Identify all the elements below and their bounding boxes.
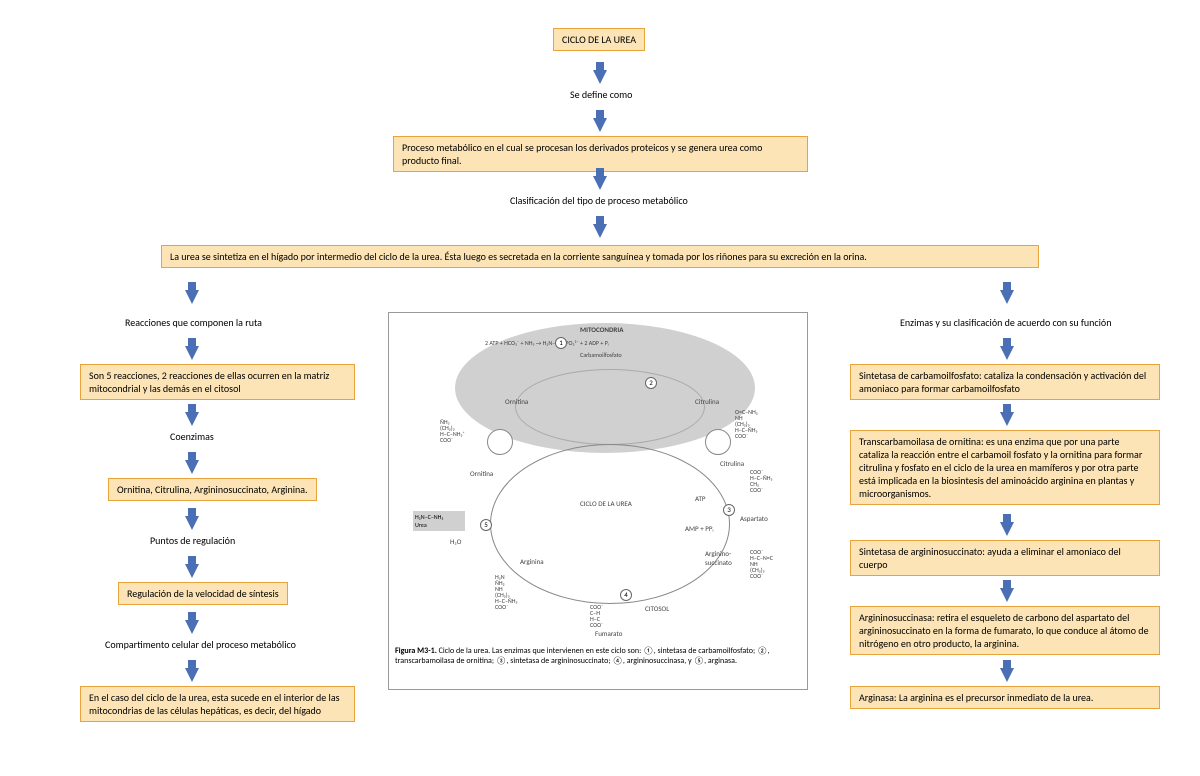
arrow-icon bbox=[1000, 588, 1014, 602]
fumarato-label: Fumarato bbox=[595, 629, 622, 638]
right-box-enz3: Sintetasa de argininosuccinato: ayuda a … bbox=[850, 540, 1160, 576]
aspartato-label: Aspartato bbox=[740, 514, 768, 523]
right-box-enz5: Arginasa: La arginina es el precursor in… bbox=[850, 686, 1160, 709]
enzyme-num-4: 4 bbox=[620, 589, 632, 601]
argsuc-label: Arginino-succinato bbox=[705, 549, 755, 567]
atp-label: ATP bbox=[695, 494, 706, 503]
title-box: CICLO DE LA UREA bbox=[553, 28, 645, 51]
mol-sketch: O=C−NH₂NH(CH₂)₃H−C−ÑH₃COO⁻ bbox=[735, 409, 758, 439]
mol-sketch: H₂NÑH₂NH(CH₂)₃H−C−ÑH₃COO⁻ bbox=[495, 574, 518, 610]
arrow-icon bbox=[1000, 522, 1014, 536]
left-heading-compartment: Compartimento celular del proceso metabó… bbox=[105, 638, 296, 651]
citosol-label: CITOSOL bbox=[645, 604, 669, 613]
arrow-icon bbox=[185, 346, 199, 360]
classification-box: La urea se sintetiza en el hígado por in… bbox=[161, 245, 1039, 268]
arrow-icon bbox=[593, 224, 607, 238]
arrow-icon bbox=[1000, 346, 1014, 360]
right-box-enz2: Transcarbamoilasa de ornitina: es una en… bbox=[850, 430, 1160, 505]
arrow-icon bbox=[1000, 412, 1014, 426]
h2o-label: H₂O bbox=[450, 537, 461, 546]
citrulina-label-top: Citrulina bbox=[695, 397, 719, 406]
right-box-enz4: Argininosuccinasa: retira el esqueleto d… bbox=[850, 606, 1160, 655]
arrow-icon bbox=[593, 176, 607, 190]
enzyme-num-1: 1 bbox=[555, 337, 567, 349]
mol-sketch: ÑH₃(CH₂)₃H−C−NH₃⁺COO⁻ bbox=[440, 419, 465, 443]
transport-circle-right bbox=[705, 429, 731, 455]
right-heading-enzymes: Enzimas y su clasificación de acuerdo co… bbox=[900, 316, 1111, 329]
transport-circle-left bbox=[487, 429, 513, 455]
arrow-icon bbox=[185, 620, 199, 634]
enzyme-num-2: 2 bbox=[645, 377, 657, 389]
classification-label: Clasificación del tipo de proceso metabó… bbox=[510, 194, 688, 207]
arginina-label: Arginina bbox=[520, 557, 544, 566]
ornitina-label-top: Ornitina bbox=[505, 397, 528, 406]
arrow-icon bbox=[185, 412, 199, 426]
arrow-icon bbox=[185, 290, 199, 304]
mol-sketch: COO⁻H−C−ÑH₃CH₂COO⁻ bbox=[750, 469, 773, 493]
carbamoil-label: Carbamoilfosfato bbox=[580, 351, 622, 359]
urea-cycle-figure: MITOCONDRIA 2 ATP + HCO₃⁻ + NH₃ → H₂N−C−… bbox=[388, 312, 808, 690]
equation-label: 2 ATP + HCO₃⁻ + NH₃ → H₂N−C−OPO₃²⁻ + 2 A… bbox=[485, 339, 609, 347]
left-heading-coenzymes: Coenzimas bbox=[170, 430, 214, 443]
amp-label: AMP + PPᵢ bbox=[685, 524, 714, 533]
arrow-icon bbox=[1000, 290, 1014, 304]
arrow-icon bbox=[1000, 668, 1014, 682]
arrow-icon bbox=[593, 70, 607, 84]
arrow-icon bbox=[185, 668, 199, 682]
mol-sketch: COO⁻C−HH−CCOO⁻ bbox=[590, 604, 603, 628]
define-label: Se define como bbox=[570, 88, 632, 101]
mol-sketch: COO⁻H−C−N=CNH(CH₂)₃COO⁻ bbox=[750, 549, 773, 579]
mito-label: MITOCONDRIA bbox=[580, 325, 623, 334]
arrow-icon bbox=[185, 460, 199, 474]
left-box-reactions: Son 5 reacciones, 2 reacciones de ellas … bbox=[80, 364, 355, 400]
left-box-regulation: Regulación de la velocidad de síntesis bbox=[118, 582, 288, 605]
ornitina-label: Ornitina bbox=[470, 469, 493, 478]
right-box-enz1: Sintetasa de carbamoilfosfato: cataliza … bbox=[850, 364, 1160, 400]
left-box-coenzymes: Ornitina, Citrulina, Argininosuccinato, … bbox=[108, 478, 317, 501]
ciclo-label: CICLO DE LA UREA bbox=[580, 499, 632, 508]
left-heading-reactions: Reacciones que componen la ruta bbox=[125, 316, 262, 329]
enzyme-num-5: 5 bbox=[480, 519, 492, 531]
enzyme-num-3: 3 bbox=[723, 504, 735, 516]
arrow-icon bbox=[593, 118, 607, 132]
left-box-compartment: En el caso del ciclo de la urea, esta su… bbox=[80, 686, 355, 722]
definition-box: Proceso metabólico en el cual se procesa… bbox=[393, 136, 808, 172]
citrulina-label: Citrulina bbox=[720, 459, 744, 468]
urea-box: H₂N−C−NH₂ Urea bbox=[413, 511, 465, 531]
figure-caption: Figura M3-1. Ciclo de la urea. Las enzim… bbox=[395, 647, 801, 666]
inner-ring bbox=[515, 369, 705, 445]
left-heading-regulation: Puntos de regulación bbox=[150, 534, 235, 547]
arrow-icon bbox=[185, 516, 199, 530]
arrow-icon bbox=[185, 564, 199, 578]
